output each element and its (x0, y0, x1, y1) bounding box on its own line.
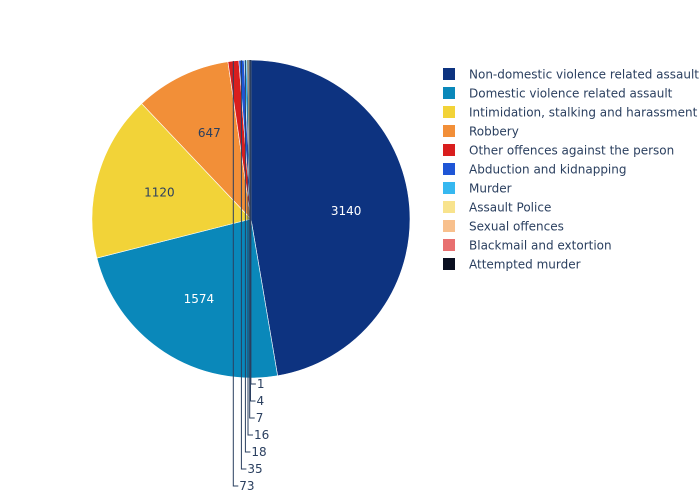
slice-label-assault-police: 16 (254, 428, 269, 442)
pie-labels: 3140 1574 1120 647 1 4 7 16 18 35 73 (144, 60, 361, 493)
legend-label: Sexual offences (469, 220, 564, 234)
legend-item-robbery[interactable]: Robbery (443, 125, 519, 139)
leader-line-other-offences-against-the-person (232, 61, 239, 487)
legend-item-domestic-violence-related-assault[interactable]: Domestic violence related assault (443, 87, 673, 101)
legend-label: Other offences against the person (469, 144, 674, 158)
leader-line-blackmail-and-extortion (250, 60, 256, 402)
legend-swatch (443, 182, 455, 194)
legend-item-assault-police[interactable]: Assault Police (443, 201, 551, 215)
legend-label: Intimidation, stalking and harassment (469, 106, 698, 120)
pie-slice-domestic-violence-related-assault[interactable] (96, 218, 278, 379)
slice-label-sexual-offences: 7 (256, 411, 264, 425)
legend[interactable]: Non-domestic violence related assault Dom… (443, 68, 699, 272)
legend-item-non-domestic-violence-related-assault[interactable]: Non-domestic violence related assault (443, 68, 699, 82)
legend-label: Domestic violence related assault (469, 87, 673, 101)
legend-swatch (443, 125, 455, 137)
legend-swatch (443, 163, 455, 175)
legend-swatch (443, 201, 455, 213)
legend-swatch (443, 106, 455, 118)
legend-item-murder[interactable]: Murder (443, 182, 512, 196)
legend-swatch (443, 144, 455, 156)
pie-slice-intimidation-stalking-and-harassment[interactable] (91, 103, 252, 259)
leader-line-abduction-and-kidnapping (240, 60, 247, 470)
legend-swatch (443, 87, 455, 99)
legend-item-other-offences-against-the-person[interactable]: Other offences against the person (443, 144, 674, 158)
pie-slice-robbery[interactable] (141, 61, 252, 220)
slice-label-other-offences-against-the-person: 73 (239, 479, 254, 493)
slice-label-blackmail-and-extortion: 4 (257, 394, 265, 408)
legend-label: Assault Police (469, 201, 551, 215)
legend-item-attempted-murder[interactable]: Attempted murder (443, 258, 581, 272)
slice-label-attempted-murder: 1 (257, 377, 265, 391)
legend-label: Robbery (469, 125, 519, 139)
legend-label: Abduction and kidnapping (469, 163, 627, 177)
legend-swatch (443, 220, 455, 232)
leader-line-assault-police (247, 60, 253, 436)
legend-item-blackmail-and-extortion[interactable]: Blackmail and extortion (443, 239, 612, 253)
pie-slice-non-domestic-violence-related-assault[interactable] (250, 59, 411, 377)
legend-swatch (443, 239, 455, 251)
slice-label-robbery: 647 (198, 126, 221, 140)
slice-label-domestic-violence-related-assault: 1574 (184, 292, 215, 306)
legend-label: Attempted murder (469, 258, 581, 272)
legend-label: Non-domestic violence related assault (469, 68, 699, 82)
slice-label-non-domestic-violence-related-assault: 3140 (331, 204, 362, 218)
legend-swatch (443, 258, 455, 270)
legend-label: Blackmail and extortion (469, 239, 612, 253)
legend-item-sexual-offences[interactable]: Sexual offences (443, 220, 564, 234)
leader-line-sexual-offences (249, 60, 255, 419)
slice-label-abduction-and-kidnapping: 35 (247, 462, 262, 476)
slice-label-murder: 18 (251, 445, 266, 459)
slice-label-intimidation-stalking-and-harassment: 1120 (144, 186, 175, 200)
legend-item-abduction-and-kidnapping[interactable]: Abduction and kidnapping (443, 163, 627, 177)
leader-line-murder (244, 60, 251, 453)
legend-swatch (443, 68, 455, 80)
legend-label: Murder (469, 182, 512, 196)
legend-item-intimidation-stalking-and-harassment[interactable]: Intimidation, stalking and harassment (443, 106, 698, 120)
